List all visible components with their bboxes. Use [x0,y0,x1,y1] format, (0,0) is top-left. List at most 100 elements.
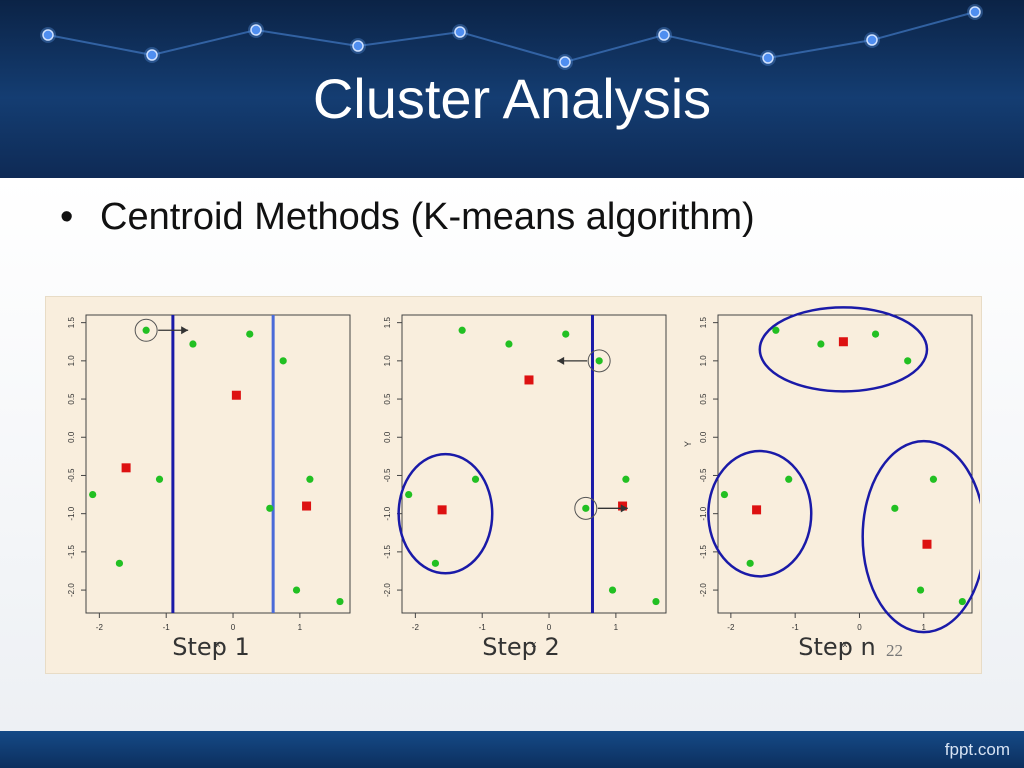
x-tick-label: -1 [163,623,171,632]
highlight-circle [587,349,611,373]
y-tick-label: 1.0 [699,355,708,367]
y-tick-label: 1.5 [699,317,708,329]
step-n-plot: -2 -1 0 1 -2.0 -1.5 -1.0 -0.5 0.0 0.5 1.0 1.5 x Y [683,306,980,649]
y-tick-label: -2.0 [699,583,708,597]
x-tick-label: 1 [614,623,619,632]
x-axis-label: x [216,639,221,649]
step-2-panel: -2 -1 0 1 -2.0 -1.5 -1.0 -0.5 0.0 0.5 1.0 1.5 x Step… [364,297,674,673]
data-point [871,330,880,338]
y-tick-label: -1.0 [383,506,392,520]
data-point [608,586,617,594]
x-tick-label: 0 [547,623,552,632]
centroid-marker [922,539,932,549]
y-tick-label: 1.5 [383,317,392,329]
centroid-marker [231,390,241,400]
x-tick-label: -1 [792,623,800,632]
arrow-head-icon [181,326,189,335]
step-n-panel: -2 -1 0 1 -2.0 -1.5 -1.0 -0.5 0.0 0.5 1.0 1.5 x Y Ste… [680,297,980,673]
y-tick-label: 0.5 [383,393,392,405]
y-tick-label: 0.5 [699,393,708,405]
x-axis-label: x [532,639,537,649]
y-tick-label: 0.0 [383,431,392,443]
step-2-label: Step 2 [482,633,560,661]
centroid-marker [524,375,534,385]
data-point [785,475,793,483]
data-point [155,475,164,483]
plot-frame [401,314,667,614]
x-tick-label: -2 [96,623,104,632]
header-network-decoration [40,4,983,70]
kmeans-figure: -2 -1 0 1 -2.0 -1.5 -1.0 -0.5 0.0 0.5 1.0 1.5 x Step… [45,296,982,674]
network-node [969,6,981,18]
y-tick-label: 1.0 [67,355,76,367]
network-node [762,52,774,64]
data-point [958,597,966,606]
data-point [292,586,301,594]
network-node [352,40,364,52]
centroid-marker [302,501,312,511]
y-tick-label: -2.0 [67,583,76,597]
slide-title: Cluster Analysis [312,67,712,130]
step-2-plot: -2 -1 0 1 -2.0 -1.5 -1.0 -0.5 0.0 0.5 1.0 1.5 x [383,314,667,649]
x-axis-label: x [843,639,848,649]
y-tick-label: -0.5 [699,468,708,482]
arrow-head-icon [620,504,628,513]
data-point [904,357,912,365]
x-tick-label: -1 [479,623,487,632]
cluster-ellipse [758,306,929,393]
data-point [772,326,780,334]
y-tick-label: -0.5 [383,468,392,482]
network-node [146,49,158,61]
centroid-marker [838,337,848,347]
data-point [622,475,630,483]
y-tick-label: 0.0 [699,431,708,443]
y-tick-label: -1.5 [383,544,392,558]
y-tick-label: -0.5 [67,468,76,482]
centroid-marker [752,505,762,515]
y-tick-label: -1.5 [67,544,76,558]
data-point [189,340,197,348]
cluster-ellipse [397,452,494,575]
network-node [454,26,466,38]
x-tick-label: 1 [922,623,927,632]
slide-header: Cluster Analysis [0,0,1024,178]
data-point [746,559,754,567]
bullet-text: Centroid Methods (K-means algorithm) [100,196,755,238]
data-point [582,504,590,512]
highlight-circle [134,318,158,342]
y-tick-label: -1.0 [699,506,708,520]
data-point [505,340,513,348]
data-point [115,559,124,567]
data-point [458,326,466,334]
data-point [266,504,274,512]
y-tick-label: 1.5 [67,317,76,329]
data-point [471,475,480,483]
step-n-label: Step n [798,633,876,661]
data-point [405,490,413,499]
data-point [306,475,314,483]
network-line [47,11,976,64]
network-node [559,56,571,68]
data-point [916,586,925,594]
data-point [89,490,97,499]
data-point [431,559,440,567]
step-1-plot: -2 -1 0 1 -2.0 -1.5 -1.0 -0.5 0.0 0.5 1.0 1.5 x [67,314,351,649]
slide-footer: fppt.com [0,731,1024,768]
centroid-marker [121,463,131,473]
data-point [652,597,660,606]
data-point [336,597,344,606]
y-tick-label: 0.0 [67,431,76,443]
y-tick-label: -2.0 [383,583,392,597]
network-node [42,29,54,41]
plot-frame [85,314,351,614]
step-1-label: Step 1 [172,633,250,661]
cluster-ellipse [861,439,980,634]
plot-frame [717,314,973,614]
highlight-circle [574,496,598,520]
y-axis-label: Y [683,441,693,447]
centroid-marker [437,505,447,515]
x-tick-label: -2 [412,623,420,632]
x-tick-label: 0 [857,623,862,632]
bullet-marker-icon: • [60,196,74,238]
data-point [562,330,570,338]
